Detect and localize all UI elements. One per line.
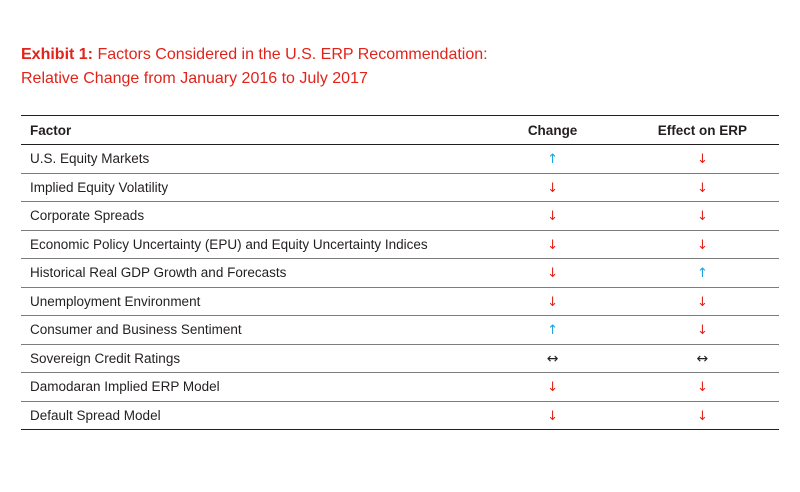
arrow-up-icon: ↑: [547, 152, 559, 168]
factor-cell: Sovereign Credit Ratings: [30, 350, 181, 366]
header-row: Factor Change Effect on ERP: [21, 115, 779, 145]
exhibit-subtitle: Relative Change from January 2016 to Jul…: [21, 70, 368, 87]
arrow-left-right-icon: ↔: [546, 350, 559, 367]
change-cell: ↓: [479, 259, 625, 288]
factor-cell: Historical Real GDP Growth and Forecasts: [30, 265, 287, 281]
arrow-down-icon: ↓: [696, 152, 708, 168]
arrow-down-icon: ↓: [547, 294, 559, 310]
header-factor: Factor: [30, 122, 72, 138]
change-cell: ↓: [479, 373, 625, 402]
factor-cell: Consumer and Business Sentiment: [30, 322, 242, 338]
effect-on-erp-cell: ↓: [626, 202, 779, 231]
change-cell: ↓: [479, 401, 625, 430]
factor-cell: U.S. Equity Markets: [30, 151, 150, 167]
table-row: Damodaran Implied ERP Model ↓ ↓: [21, 373, 779, 402]
exhibit-title: Exhibit 1: Factors Considered in the U.S…: [21, 43, 761, 91]
table-row: Historical Real GDP Growth and Forecasts…: [21, 259, 779, 288]
table-row: Implied Equity Volatility ↓ ↓: [21, 173, 779, 202]
table-body: U.S. Equity Markets ↑ ↓ Implied Equity Vola…: [21, 145, 779, 430]
arrow-down-icon: ↓: [547, 237, 559, 253]
change-cell: ↓: [479, 287, 625, 316]
arrow-down-icon: ↓: [547, 266, 559, 282]
arrow-down-icon: ↓: [696, 180, 708, 196]
table-row: Default Spread Model ↓ ↓: [21, 401, 779, 430]
factor-cell: Implied Equity Volatility: [30, 179, 169, 195]
change-cell: ↓: [479, 230, 625, 259]
arrow-up-icon: ↑: [696, 266, 708, 282]
table-row: Sovereign Credit Ratings ↔ ↔: [21, 344, 779, 373]
arrow-down-icon: ↓: [696, 294, 708, 310]
exhibit-title-line-1: Exhibit 1: Factors Considered in the U.S…: [21, 43, 761, 67]
arrow-down-icon: ↓: [547, 180, 559, 196]
arrow-down-icon: ↓: [696, 323, 708, 339]
factors-table: Factor Change Effect on ERP U.S. Equity …: [21, 115, 779, 430]
arrow-down-icon: ↓: [696, 380, 708, 396]
table-row: Consumer and Business Sentiment ↑ ↓: [21, 316, 779, 345]
header-change: Change: [527, 122, 578, 138]
change-cell: ↓: [479, 202, 625, 231]
effect-on-erp-cell: ↓: [626, 287, 779, 316]
exhibit-number: Exhibit 1:: [21, 46, 94, 63]
change-cell: ↑: [479, 316, 625, 345]
table-row: U.S. Equity Markets ↑ ↓: [21, 145, 779, 174]
arrow-up-icon: ↑: [547, 323, 559, 339]
change-cell: ↓: [479, 173, 625, 202]
arrow-down-icon: ↓: [547, 408, 559, 424]
table-row: Economic Policy Uncertainty (EPU) and Eq…: [21, 230, 779, 259]
table-header: Factor Change Effect on ERP: [21, 115, 779, 145]
effect-on-erp-cell: ↔: [626, 344, 779, 373]
factor-cell: Default Spread Model: [30, 407, 161, 423]
effect-on-erp-cell: ↓: [626, 230, 779, 259]
header-effect-on-erp: Effect on ERP: [657, 122, 748, 138]
effect-on-erp-cell: ↓: [626, 173, 779, 202]
effect-on-erp-cell: ↓: [626, 401, 779, 430]
effect-on-erp-cell: ↑: [626, 259, 779, 288]
factor-cell: Corporate Spreads: [30, 208, 145, 224]
effect-on-erp-cell: ↓: [626, 316, 779, 345]
arrow-down-icon: ↓: [547, 380, 559, 396]
factor-cell: Unemployment Environment: [30, 293, 201, 309]
effect-on-erp-cell: ↓: [626, 373, 779, 402]
exhibit-title-text: Factors Considered in the U.S. ERP Recom…: [97, 46, 488, 63]
table-row: Corporate Spreads ↓ ↓: [21, 202, 779, 231]
effect-on-erp-cell: ↓: [626, 145, 779, 174]
factor-cell: Damodaran Implied ERP Model: [30, 379, 220, 395]
table-row: Unemployment Environment ↓ ↓: [21, 287, 779, 316]
factor-cell: Economic Policy Uncertainty (EPU) and Eq…: [30, 236, 428, 252]
arrow-down-icon: ↓: [696, 209, 708, 225]
arrow-down-icon: ↓: [696, 408, 708, 424]
factors-table-container: Factor Change Effect on ERP U.S. Equity …: [21, 115, 779, 430]
change-cell: ↔: [479, 344, 625, 373]
arrow-left-right-icon: ↔: [696, 350, 709, 367]
change-cell: ↑: [479, 145, 625, 174]
arrow-down-icon: ↓: [547, 209, 559, 225]
arrow-down-icon: ↓: [696, 237, 708, 253]
